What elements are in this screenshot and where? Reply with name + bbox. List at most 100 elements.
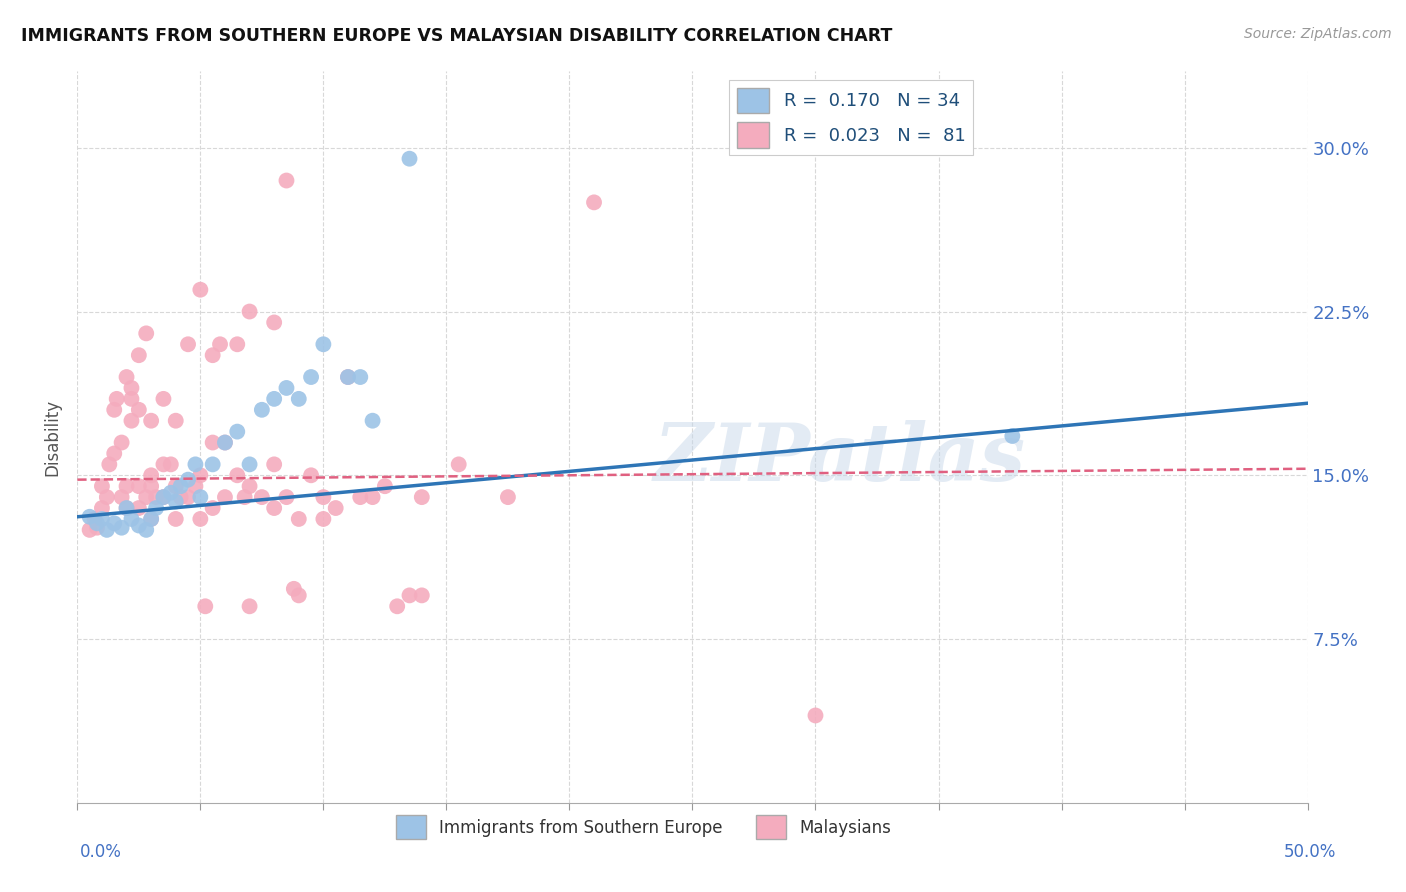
Point xyxy=(349,370,371,384)
Text: 0.0%: 0.0% xyxy=(80,843,122,861)
Point xyxy=(201,435,224,450)
Text: IMMIGRANTS FROM SOUTHERN EUROPE VS MALAYSIAN DISABILITY CORRELATION CHART: IMMIGRANTS FROM SOUTHERN EUROPE VS MALAY… xyxy=(21,27,893,45)
Point xyxy=(239,599,262,614)
Point xyxy=(128,501,150,516)
Point xyxy=(349,490,371,504)
Point xyxy=(152,392,174,406)
Point xyxy=(128,402,150,417)
Legend: Immigrants from Southern Europe, Malaysians: Immigrants from Southern Europe, Malaysi… xyxy=(389,809,897,846)
Point xyxy=(160,485,183,500)
Point xyxy=(177,490,200,504)
Point xyxy=(299,370,322,384)
Point xyxy=(121,392,143,406)
Point xyxy=(201,348,224,362)
Point xyxy=(115,501,138,516)
Point xyxy=(239,458,262,472)
Point xyxy=(141,468,163,483)
Point xyxy=(188,512,212,526)
Point xyxy=(115,501,138,516)
Point xyxy=(496,490,519,504)
Point xyxy=(86,516,108,531)
Point xyxy=(209,337,232,351)
Point xyxy=(96,523,118,537)
Point xyxy=(398,588,420,602)
Point xyxy=(411,490,433,504)
Point xyxy=(312,490,335,504)
Point xyxy=(103,516,125,531)
Point xyxy=(135,523,157,537)
Point xyxy=(361,414,384,428)
Point xyxy=(288,588,311,602)
Point xyxy=(152,458,174,472)
Point xyxy=(170,490,193,504)
Point xyxy=(177,473,200,487)
Point xyxy=(90,501,114,516)
Point xyxy=(276,173,298,187)
Point xyxy=(188,490,212,504)
Text: ZIPatlas: ZIPatlas xyxy=(654,420,1026,498)
Point xyxy=(135,326,157,341)
Point xyxy=(337,370,360,384)
Point xyxy=(201,501,224,516)
Point xyxy=(188,283,212,297)
Point xyxy=(263,458,285,472)
Point xyxy=(98,458,121,472)
Point xyxy=(201,458,224,472)
Text: 50.0%: 50.0% xyxy=(1284,843,1337,861)
Point xyxy=(121,512,143,526)
Point xyxy=(804,708,827,723)
Point xyxy=(184,479,207,493)
Point xyxy=(152,490,174,504)
Point xyxy=(165,479,187,493)
Point xyxy=(226,468,249,483)
Point xyxy=(194,599,217,614)
Point xyxy=(135,490,157,504)
Point xyxy=(90,512,114,526)
Point xyxy=(83,512,105,526)
Point xyxy=(128,348,150,362)
Y-axis label: Disability: Disability xyxy=(44,399,62,475)
Point xyxy=(79,523,101,537)
Point xyxy=(141,512,163,526)
Point xyxy=(115,370,138,384)
Point xyxy=(165,494,187,508)
Point xyxy=(111,490,132,504)
Point xyxy=(299,468,322,483)
Point xyxy=(79,509,101,524)
Point xyxy=(226,425,249,439)
Point xyxy=(398,152,420,166)
Point xyxy=(239,479,262,493)
Point xyxy=(411,588,433,602)
Point xyxy=(226,337,249,351)
Point xyxy=(250,402,273,417)
Point xyxy=(239,304,262,318)
Point xyxy=(233,490,256,504)
Point xyxy=(263,315,285,329)
Point xyxy=(1001,429,1024,443)
Point xyxy=(128,479,150,493)
Point xyxy=(447,458,470,472)
Point xyxy=(103,402,125,417)
Point xyxy=(145,490,167,504)
Point xyxy=(276,490,298,504)
Point xyxy=(141,414,163,428)
Point xyxy=(214,435,236,450)
Point xyxy=(288,392,311,406)
Point xyxy=(583,195,606,210)
Point xyxy=(263,501,285,516)
Point xyxy=(103,446,125,460)
Point xyxy=(214,435,236,450)
Point xyxy=(374,479,396,493)
Point xyxy=(111,435,132,450)
Point xyxy=(288,512,311,526)
Point xyxy=(188,468,212,483)
Point xyxy=(105,392,128,406)
Point xyxy=(312,512,335,526)
Point xyxy=(170,479,193,493)
Point xyxy=(276,381,298,395)
Point xyxy=(263,392,285,406)
Point xyxy=(385,599,409,614)
Point xyxy=(121,414,143,428)
Text: Source: ZipAtlas.com: Source: ZipAtlas.com xyxy=(1244,27,1392,41)
Point xyxy=(361,490,384,504)
